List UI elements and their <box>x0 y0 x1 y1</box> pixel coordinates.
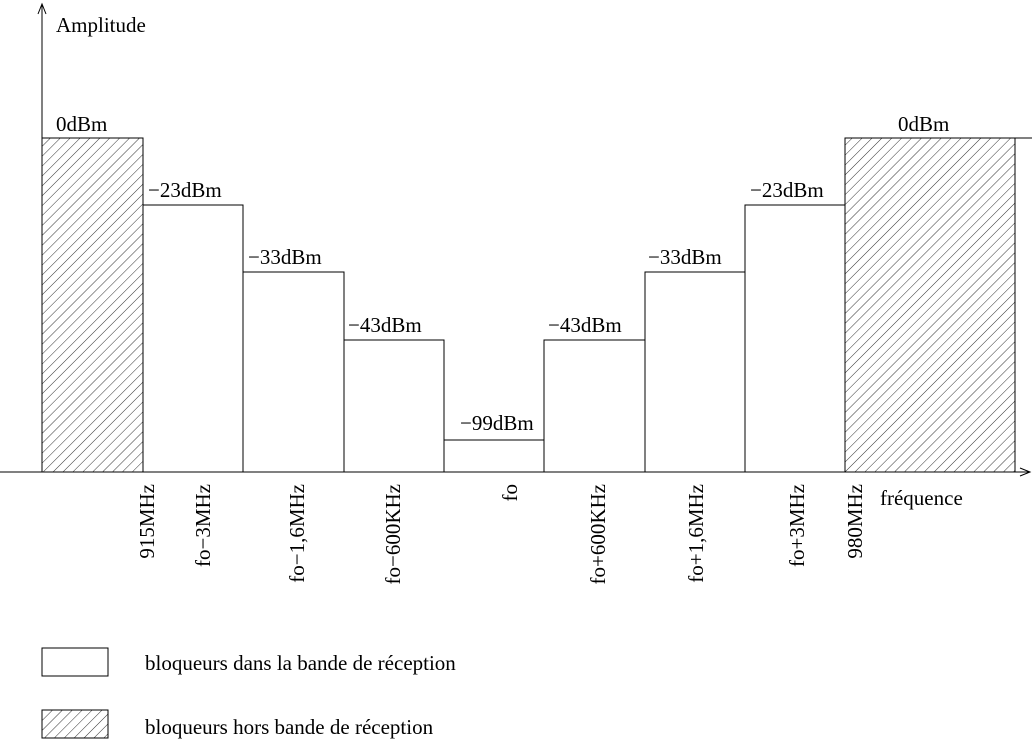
bar-out <box>41 137 144 473</box>
level-label: −33dBm <box>648 245 722 269</box>
bar-in <box>543 339 646 473</box>
bar-in <box>443 439 545 473</box>
legend-swatch-in <box>41 647 109 677</box>
bar-in <box>142 204 244 473</box>
level-label: −99dBm <box>460 411 534 435</box>
freq-label: fo−1,6MHz <box>285 484 309 583</box>
y-arrow <box>37 2 47 15</box>
level-label: −43dBm <box>548 313 622 337</box>
freq-label: fo+1,6MHz <box>684 484 708 583</box>
level-label: 0dBm <box>898 112 949 136</box>
level-label: −23dBm <box>148 178 222 202</box>
x-label: fréquence <box>880 486 963 510</box>
level-label: 0dBm <box>56 112 107 136</box>
level-label: −43dBm <box>348 313 422 337</box>
legend-swatch-out <box>41 709 109 739</box>
level-label: −33dBm <box>248 245 322 269</box>
x-arrow <box>1019 467 1032 477</box>
bar-in <box>644 271 746 473</box>
legend-label: bloqueurs hors bande de réception <box>145 715 434 739</box>
freq-label: 915MHz <box>135 484 159 559</box>
bar-in <box>343 339 445 473</box>
bar-in <box>744 204 846 473</box>
legend-label: bloqueurs dans la bande de réception <box>145 651 456 675</box>
freq-label: fo <box>498 484 522 502</box>
freq-label: 980MHz <box>843 484 867 559</box>
level-label: −23dBm <box>750 178 824 202</box>
bar-in <box>242 271 345 473</box>
freq-label: fo−3MHz <box>191 484 215 567</box>
freq-label: fo+3MHz <box>785 484 809 567</box>
freq-label: fo−600KHz <box>381 484 405 585</box>
bar-out <box>844 137 1016 473</box>
y-label: Amplitude <box>56 13 146 37</box>
freq-label: fo+600KHz <box>586 484 610 585</box>
